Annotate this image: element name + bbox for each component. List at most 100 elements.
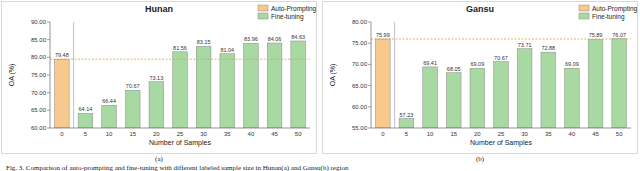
bar bbox=[446, 73, 461, 128]
data-label: 70.67 bbox=[126, 83, 140, 89]
separator bbox=[73, 22, 74, 128]
x-tick-label: 15 bbox=[129, 131, 136, 137]
bar bbox=[125, 90, 140, 128]
panel: Hunan60.0065.0070.0075.0080.0085.0090.00… bbox=[2, 2, 317, 154]
legend-label: Auto-Prompting bbox=[271, 5, 317, 13]
x-tick-label: 20 bbox=[153, 131, 160, 137]
y-tick-label: 65.00 bbox=[31, 107, 47, 113]
y-tick bbox=[368, 128, 371, 129]
legend-label: Fine-tuning bbox=[271, 13, 304, 21]
data-label: 84.63 bbox=[291, 34, 305, 40]
data-label: 73.13 bbox=[149, 75, 163, 81]
x-axis-label: Number of Samples bbox=[470, 139, 532, 147]
y-tick-label: 70.00 bbox=[352, 61, 368, 67]
x-tick-label: 0 bbox=[381, 131, 385, 137]
legend-swatch bbox=[579, 5, 589, 11]
y-tick bbox=[47, 39, 50, 40]
panel: Gansu55.0060.0065.0070.0075.0080.00OA (%… bbox=[323, 2, 638, 154]
reference-line bbox=[50, 59, 310, 60]
x-tick-label: 45 bbox=[592, 131, 599, 137]
bar bbox=[102, 105, 117, 128]
y-tick-label: 75.00 bbox=[352, 40, 368, 46]
x-tick-label: 0 bbox=[60, 131, 64, 137]
y-tick-label: 80.00 bbox=[31, 54, 47, 60]
x-tick-label: 25 bbox=[177, 131, 184, 137]
y-tick bbox=[368, 85, 371, 86]
legend: Auto-PromptingFine-tuning bbox=[258, 5, 317, 21]
figure: Hunan60.0065.0070.0075.0080.0085.0090.00… bbox=[0, 0, 640, 171]
data-label: 69.41 bbox=[423, 60, 437, 66]
y-tick bbox=[368, 106, 371, 107]
legend: Auto-PromptingFine-tuning bbox=[579, 5, 638, 21]
bar bbox=[494, 62, 509, 128]
y-tick-label: 70.00 bbox=[31, 90, 47, 96]
x-tick-label: 50 bbox=[616, 131, 623, 137]
bar bbox=[149, 82, 164, 128]
data-label: 83.96 bbox=[244, 36, 258, 42]
data-label: 83.15 bbox=[197, 39, 211, 45]
x-axis bbox=[50, 128, 310, 129]
y-axis-label: OA (%) bbox=[8, 64, 16, 87]
x-tick-label: 10 bbox=[106, 131, 113, 137]
bar bbox=[244, 43, 259, 128]
x-tick-label: 40 bbox=[569, 131, 576, 137]
bar bbox=[399, 119, 414, 128]
caption: Fig. 3. Comparison of auto-prompting and… bbox=[6, 164, 349, 171]
legend-swatch bbox=[579, 13, 589, 19]
bar bbox=[196, 46, 211, 128]
data-label: 70.67 bbox=[494, 55, 508, 61]
bar bbox=[565, 68, 580, 128]
y-tick bbox=[47, 128, 50, 129]
y-tick bbox=[368, 22, 371, 23]
bar bbox=[173, 52, 188, 128]
y-tick-label: 55.00 bbox=[352, 125, 368, 131]
y-tick-label: 90.00 bbox=[31, 19, 47, 25]
data-label: 57.23 bbox=[400, 112, 414, 118]
bar bbox=[541, 52, 556, 128]
legend-label: Fine-tuning bbox=[592, 13, 625, 21]
y-tick bbox=[368, 43, 371, 44]
data-label: 84.06 bbox=[268, 36, 282, 42]
bar bbox=[375, 39, 390, 128]
x-tick-label: 5 bbox=[84, 131, 88, 137]
data-label: 76.07 bbox=[612, 32, 626, 38]
y-tick-label: 60.00 bbox=[352, 104, 368, 110]
data-label: 69.09 bbox=[565, 61, 579, 67]
plot-area bbox=[371, 39, 631, 128]
data-label: 75.99 bbox=[376, 32, 390, 38]
panel-frame bbox=[323, 2, 638, 154]
panel-label: (a) bbox=[155, 155, 163, 163]
bar bbox=[54, 59, 69, 128]
legend-swatch bbox=[258, 5, 268, 11]
x-tick-label: 30 bbox=[521, 131, 528, 137]
bar bbox=[291, 41, 306, 128]
data-label: 64.14 bbox=[79, 106, 93, 112]
y-tick bbox=[368, 64, 371, 65]
plot-area bbox=[50, 41, 310, 128]
x-tick-label: 15 bbox=[450, 131, 457, 137]
x-axis bbox=[371, 128, 631, 129]
data-label: 68.05 bbox=[447, 66, 461, 72]
y-tick-label: 65.00 bbox=[352, 83, 368, 89]
panel-frame bbox=[2, 2, 317, 154]
bar bbox=[588, 39, 603, 128]
data-label: 79.48 bbox=[55, 52, 69, 58]
data-label: 73.71 bbox=[518, 42, 532, 48]
y-tick-label: 60.00 bbox=[31, 125, 47, 131]
legend-label: Auto-Prompting bbox=[592, 5, 638, 13]
data-label: 81.56 bbox=[173, 45, 187, 51]
x-tick-label: 5 bbox=[405, 131, 409, 137]
y-tick-label: 75.00 bbox=[31, 72, 47, 78]
x-tick-label: 20 bbox=[474, 131, 481, 137]
x-tick-label: 40 bbox=[248, 131, 255, 137]
title: Gansu bbox=[466, 4, 494, 14]
reference-line bbox=[371, 39, 631, 40]
data-label: 69.09 bbox=[470, 61, 484, 67]
y-axis bbox=[50, 22, 51, 128]
bar bbox=[612, 39, 627, 128]
x-tick-label: 50 bbox=[295, 131, 302, 137]
y-tick-label: 85.00 bbox=[31, 37, 47, 43]
x-tick-label: 35 bbox=[224, 131, 231, 137]
x-tick-label: 35 bbox=[545, 131, 552, 137]
data-label: 81.04 bbox=[220, 47, 234, 53]
